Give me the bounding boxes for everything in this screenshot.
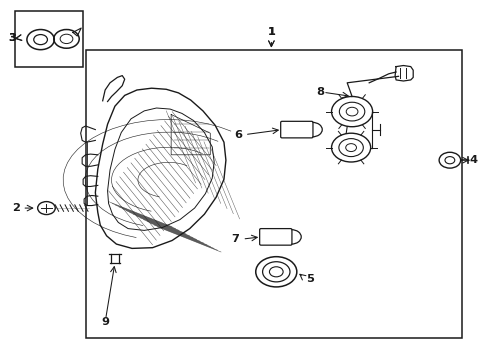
Text: 1: 1: [267, 27, 275, 37]
Text: 6: 6: [234, 130, 242, 140]
Text: 1: 1: [267, 27, 275, 37]
Text: 3: 3: [8, 33, 16, 43]
Text: 5: 5: [305, 274, 313, 284]
Text: 4: 4: [468, 155, 476, 165]
Text: 8: 8: [316, 87, 324, 97]
Text: 9: 9: [101, 317, 109, 327]
Bar: [85, 50, 461, 338]
Text: 3: 3: [8, 33, 16, 43]
Text: 2: 2: [12, 203, 20, 213]
Bar: [15, 11, 83, 67]
Text: 7: 7: [231, 234, 239, 244]
